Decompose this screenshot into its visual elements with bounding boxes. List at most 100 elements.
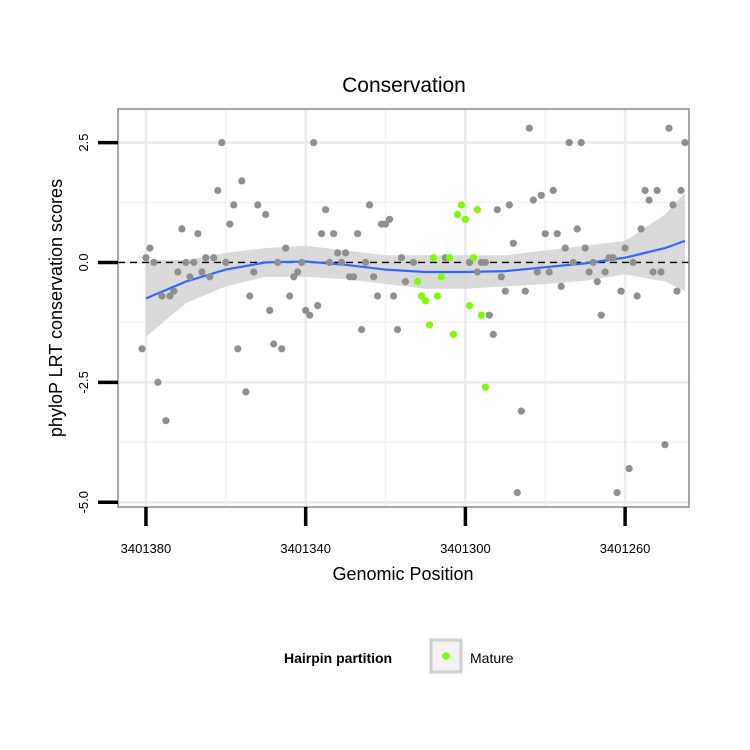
data-point-other-38	[294, 268, 302, 276]
data-point-mature-9	[453, 210, 461, 219]
chart-title: Conservation	[342, 74, 466, 97]
data-point-other-79	[513, 489, 521, 497]
data-point-other-93	[569, 258, 577, 266]
data-point-mature-5	[433, 292, 441, 300]
data-point-other-56	[366, 201, 374, 209]
data-point-other-91	[561, 244, 569, 252]
data-point-other-99	[593, 278, 601, 286]
data-point-mature-11	[461, 215, 469, 223]
x-axis: 3401380 3401340 3401300 3401260	[121, 507, 651, 556]
data-point-other-78	[509, 239, 517, 247]
data-point-mature-10	[457, 201, 465, 209]
data-point-other-92	[565, 139, 573, 147]
legend-title: Hairpin partition	[284, 650, 392, 666]
data-point-other-89	[553, 230, 561, 238]
plot-background	[118, 109, 689, 507]
data-point-other-82	[525, 124, 533, 132]
data-point-other-105	[617, 287, 625, 295]
x-tick-label-0: 3401380	[121, 541, 172, 556]
data-point-other-52	[350, 273, 358, 281]
data-point-other-25	[238, 177, 246, 185]
data-point-other-34	[278, 345, 286, 353]
data-point-other-36	[286, 292, 294, 300]
data-point-other-113	[649, 268, 657, 276]
data-point-other-13	[190, 258, 198, 266]
data-point-other-119	[673, 287, 681, 295]
data-point-other-96	[581, 244, 589, 252]
data-point-other-20	[218, 139, 226, 147]
x-tick-label-2: 3401300	[440, 541, 491, 556]
data-point-other-81	[521, 287, 529, 295]
data-point-other-110	[637, 225, 645, 233]
data-point-other-3	[150, 258, 158, 266]
data-point-other-109	[633, 292, 641, 300]
data-point-other-15	[198, 268, 206, 276]
data-point-other-74	[493, 206, 501, 214]
legend-swatch-mature	[442, 652, 450, 660]
data-point-other-27	[246, 292, 254, 300]
plot-panel	[117, 108, 690, 508]
data-point-other-75	[497, 273, 505, 281]
data-point-other-57	[370, 273, 378, 281]
data-point-other-6	[162, 417, 170, 425]
data-point-other-88	[549, 186, 557, 195]
data-point-other-1	[142, 254, 150, 262]
data-point-mature-13	[469, 254, 477, 262]
data-point-other-12	[186, 273, 194, 281]
data-point-other-16	[202, 254, 210, 262]
data-point-other-53	[354, 230, 362, 238]
data-point-other-68	[465, 258, 473, 266]
data-point-other-41	[306, 311, 314, 319]
data-point-other-86	[541, 230, 549, 238]
data-point-other-50	[342, 249, 350, 257]
data-point-other-43	[314, 302, 322, 310]
data-point-other-98	[589, 258, 597, 266]
y-tick-label-3: -5.0	[76, 491, 91, 513]
data-point-mature-1	[417, 292, 426, 300]
data-point-other-17	[206, 273, 214, 281]
x-tick-label-3: 3401260	[600, 541, 651, 556]
data-point-other-31	[266, 306, 274, 314]
data-point-mature-7	[445, 254, 453, 262]
data-point-other-33	[274, 258, 282, 266]
data-point-other-29	[254, 201, 262, 209]
data-point-other-46	[326, 258, 334, 266]
data-point-other-28	[250, 268, 258, 276]
data-point-mature-6	[437, 273, 445, 281]
data-point-other-80	[517, 407, 525, 415]
data-point-mature-3	[425, 321, 434, 329]
data-point-other-24	[234, 345, 242, 353]
data-point-other-90	[557, 282, 565, 290]
data-point-other-4	[154, 378, 162, 386]
data-point-other-117	[665, 124, 673, 132]
data-point-other-108	[629, 258, 637, 266]
data-point-other-97	[585, 268, 593, 276]
data-point-other-58	[373, 292, 382, 300]
data-point-other-107	[625, 465, 633, 473]
data-point-other-77	[505, 201, 513, 209]
data-point-other-83	[529, 196, 537, 204]
data-point-other-69	[473, 268, 481, 276]
data-point-other-23	[230, 201, 238, 209]
data-point-other-103	[609, 254, 617, 262]
data-point-other-0	[138, 345, 146, 353]
legend-label-mature: Mature	[470, 650, 514, 666]
data-point-other-112	[645, 196, 653, 204]
data-point-other-8	[170, 287, 178, 295]
data-point-other-121	[681, 139, 689, 147]
data-point-other-26	[242, 388, 250, 396]
y-axis-label: phyloP LRT conservation scores	[46, 179, 66, 437]
data-point-mature-8	[449, 330, 457, 338]
data-point-other-35	[282, 244, 290, 252]
y-tick-label-1: 0.0	[76, 253, 91, 271]
data-point-mature-4	[429, 254, 437, 262]
data-point-other-63	[393, 326, 402, 334]
y-tick-label-0: 2.5	[76, 134, 91, 152]
data-point-other-95	[577, 139, 585, 147]
legend: Hairpin partition Mature	[284, 638, 514, 674]
data-point-other-30	[262, 210, 270, 219]
data-point-other-55	[362, 258, 370, 266]
data-point-other-66	[409, 258, 418, 266]
data-point-other-5	[158, 292, 166, 300]
data-point-other-116	[661, 441, 669, 449]
